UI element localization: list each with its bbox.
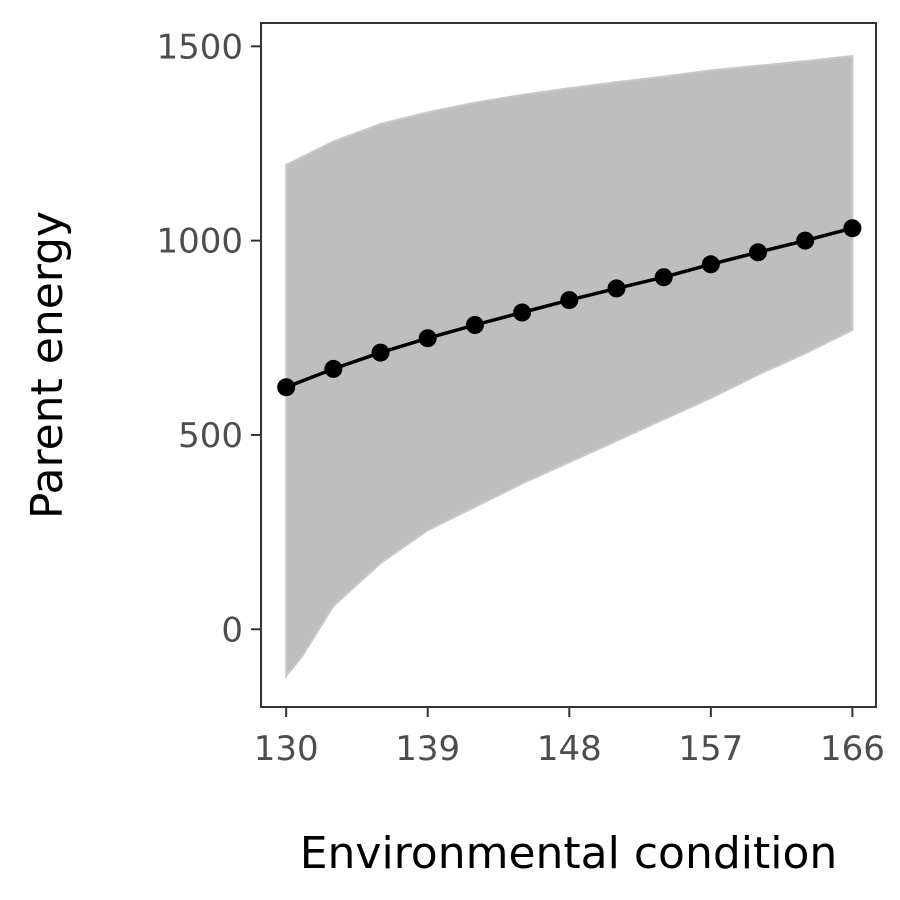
data-point — [277, 378, 296, 397]
data-point — [465, 316, 484, 334]
band-area — [285, 54, 854, 679]
y-tick-label: 1000 — [156, 222, 243, 262]
data-point — [324, 359, 343, 378]
y-tick-label: 0 — [221, 610, 243, 650]
y-axis-title: Parent energy — [22, 211, 73, 519]
data-point — [513, 303, 532, 322]
data-point — [749, 243, 767, 262]
data-point — [654, 268, 673, 287]
x-axis-title: Environmental condition — [300, 828, 838, 879]
x-tick-label: 166 — [820, 729, 885, 769]
data-point — [796, 231, 815, 250]
data-point — [843, 219, 862, 238]
y-tick-label: 1500 — [156, 27, 243, 67]
data-point — [607, 279, 626, 298]
uncertainty-band — [285, 54, 854, 679]
y-tick-label: 500 — [178, 416, 243, 456]
x-tick-label: 130 — [254, 729, 319, 769]
series-layer — [277, 219, 862, 397]
x-tick-label: 148 — [537, 729, 602, 769]
data-point — [371, 343, 390, 362]
data-point — [560, 291, 579, 310]
x-tick-label: 157 — [678, 729, 743, 769]
x-tick-label: 139 — [395, 729, 460, 769]
axes: 130 139 148 157 166 0 500 1000 1500 — [156, 27, 884, 769]
data-point — [418, 329, 437, 348]
data-point — [701, 255, 720, 274]
